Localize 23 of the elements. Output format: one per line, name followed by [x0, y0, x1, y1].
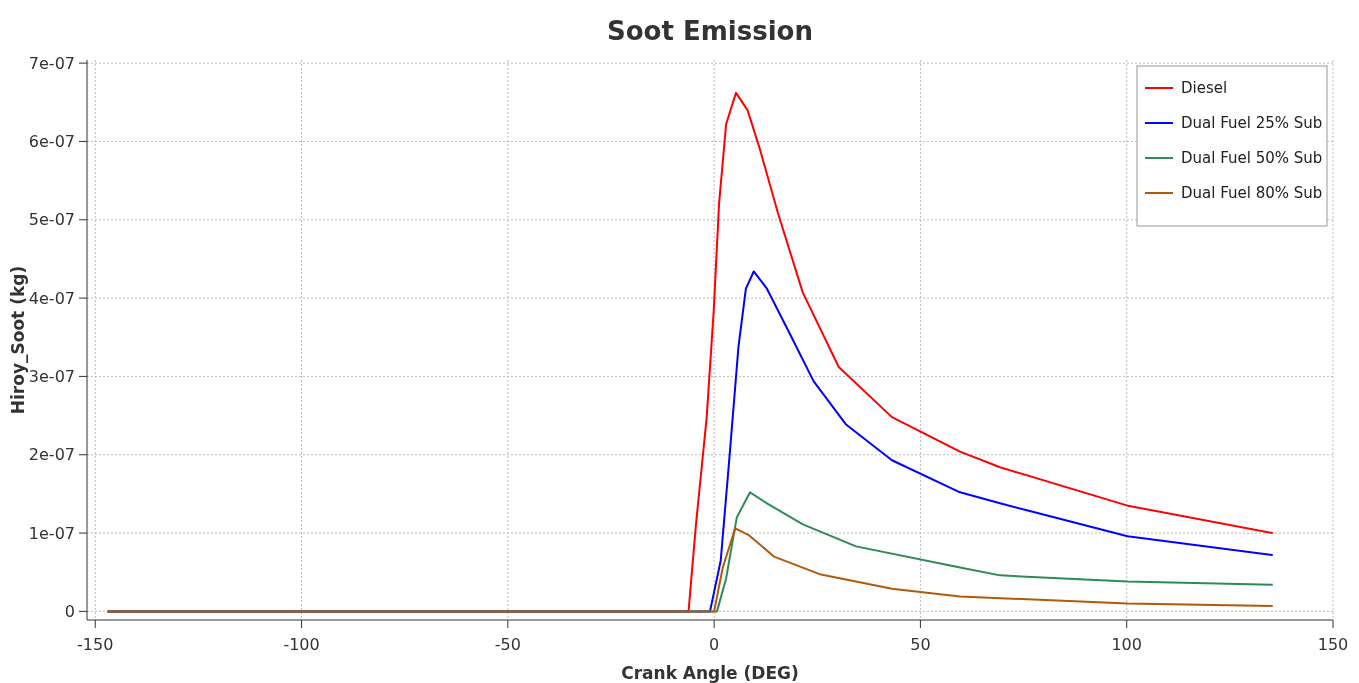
- line-series: [106, 527, 1274, 613]
- legend-label: Dual Fuel 80% Sub: [1181, 184, 1323, 203]
- x-tick-label: 0: [709, 635, 720, 654]
- y-axis-title: Hiroy_Soot (kg): [8, 265, 28, 415]
- chart-title: Soot Emission: [607, 16, 813, 46]
- x-tick-label: 150: [1317, 635, 1349, 654]
- x-tick-label: 50: [910, 635, 931, 654]
- x-axis-title: Crank Angle (DEG): [621, 663, 799, 683]
- legend-label: Dual Fuel 25% Sub: [1181, 114, 1323, 133]
- y-tick-label: 7e-07: [28, 53, 75, 73]
- y-tick-label: 6e-07: [28, 132, 75, 152]
- x-tick-label: -50: [494, 635, 521, 654]
- y-tick-label: 5e-07: [28, 210, 75, 230]
- legend-label: Dual Fuel 50% Sub: [1181, 149, 1323, 168]
- y-tick-label: 3e-07: [28, 367, 75, 387]
- y-tick-label: 4e-07: [28, 288, 75, 308]
- x-tick-label: 100: [1111, 635, 1142, 654]
- y-tick-label: 2e-07: [28, 445, 75, 465]
- x-tick-label: -150: [77, 635, 114, 654]
- x-tick-label: -100: [283, 635, 320, 654]
- legend-label: Diesel: [1181, 79, 1228, 98]
- y-tick-label: 1e-07: [28, 523, 75, 543]
- y-tick-label: 0: [64, 601, 75, 621]
